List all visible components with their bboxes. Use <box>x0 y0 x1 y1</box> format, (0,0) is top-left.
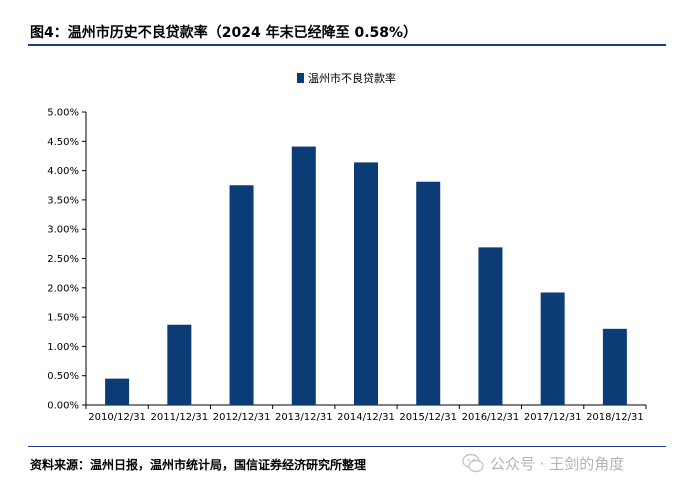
bars <box>105 146 627 405</box>
bar <box>229 185 254 405</box>
source-note: 资料来源：温州日报，温州市统计局，国信证券经济研究所整理 <box>30 458 367 472</box>
title-underline <box>28 44 666 46</box>
y-tick-label: 2.00% <box>47 283 79 294</box>
x-tick-label: 2017/12/31 <box>524 412 582 423</box>
y-tick-label: 5.00% <box>47 108 79 119</box>
x-axis: 2010/12/31 2011/12/31 2012/12/31 2013/12/31… <box>85 404 647 423</box>
bar <box>167 324 192 405</box>
bar <box>291 146 316 405</box>
x-tick-label: 2011/12/31 <box>151 412 209 423</box>
legend-swatch <box>297 73 304 83</box>
y-tick-label: 3.00% <box>47 225 79 236</box>
bar <box>602 328 627 405</box>
x-tick-label: 2018/12/31 <box>586 412 644 423</box>
legend-label: 温州市不良贷款率 <box>308 71 396 85</box>
y-tick-label: 0.00% <box>47 401 79 412</box>
y-tick-label: 3.50% <box>47 195 79 206</box>
bar <box>416 181 441 405</box>
wechat-icon <box>462 453 484 473</box>
y-tick-label: 2.50% <box>47 254 79 265</box>
x-tick-label: 2016/12/31 <box>462 412 520 423</box>
x-tick-label: 2012/12/31 <box>213 412 271 423</box>
bar <box>540 292 565 405</box>
x-tick-label: 2013/12/31 <box>275 412 333 423</box>
bar <box>354 162 378 405</box>
bar <box>105 378 130 405</box>
y-tick-label: 1.00% <box>47 342 79 353</box>
legend: 温州市不良贷款率 <box>297 71 396 85</box>
x-tick-label: 2010/12/31 <box>88 412 146 423</box>
y-tick-label: 0.50% <box>47 371 79 382</box>
x-tick-label: 2014/12/31 <box>337 412 395 423</box>
figure-title: 图4：温州市历史不良贷款率（2024 年末已经降至 0.58%） <box>30 25 418 41</box>
y-tick-label: 4.50% <box>47 137 79 148</box>
y-tick-label: 1.50% <box>47 313 79 324</box>
source-divider <box>28 446 666 447</box>
watermark-text: 公众号 · 王剑的角度 <box>490 454 625 473</box>
x-tick-label: 2015/12/31 <box>399 412 457 423</box>
y-axis: 0.00% 0.50% 1.00% 1.50% 2.00% 2.50% 3.00% 3.50%… <box>47 108 87 412</box>
bar <box>478 247 503 405</box>
y-tick-label: 4.00% <box>47 166 79 177</box>
watermark: 公众号 · 王剑的角度 <box>462 450 682 476</box>
